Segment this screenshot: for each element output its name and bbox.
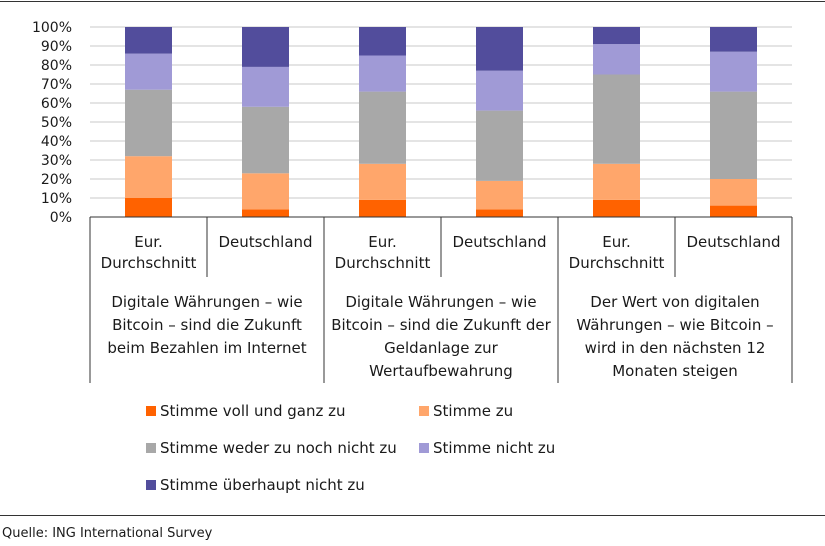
bar-segment [359,163,406,200]
bar-segment [125,156,172,198]
group-label: beim Bezahlen im Internet [107,339,306,357]
gridlines [90,26,792,218]
bar-segment [359,91,406,164]
category-label: Durchschnitt [101,254,197,272]
bar-segment [593,27,640,45]
group-label: Digitale Währungen – wie [111,293,302,311]
bar-segment [242,27,289,67]
bar-segment [359,27,406,56]
group-label: Der Wert von digitalen [590,293,759,311]
bar-segment [242,209,289,217]
legend-swatch [146,406,156,416]
bar-segment [125,53,172,90]
group-label: Währungen – wie Bitcoin – [576,316,773,334]
y-tick-label: 0% [50,210,72,226]
bar-segment [476,70,523,111]
legend-entry: Stimme zu [433,402,513,420]
bar-segment [710,51,757,92]
category-label: Durchschnitt [569,254,665,272]
bar-segment [593,74,640,164]
group-label: Bitcoin – sind die Zukunft der [331,316,551,334]
bar-segment [359,199,406,217]
bar-segment [359,55,406,92]
group-label: Bitcoin – sind die Zukunft [112,316,302,334]
bar-segment [125,89,172,157]
y-tick-label: 70% [41,77,72,93]
y-tick-label: 10% [41,191,72,207]
bar-segment [125,27,172,54]
y-tick-label: 20% [41,172,72,188]
bar-segment [125,198,172,217]
category-label: Eur. [368,233,397,251]
bar-segment [476,27,523,71]
legend-swatch [146,443,156,453]
y-tick-label: 30% [41,153,72,169]
group-label: Wertaufbewahrung [369,362,513,380]
bar-segment [242,106,289,174]
category-label: Durchschnitt [335,254,431,272]
legend-entry: Stimme weder zu noch nicht zu [160,439,397,457]
category-label: Deutschland [452,233,546,251]
bar-segment [593,163,640,200]
group-label: Monaten steigen [612,362,738,380]
labels: 0% 10% 20% 30% 40% 50% 60% 70% 80% 90% 100% Eur. Dur… [2,20,781,541]
group-label: Digitale Währungen – wie [345,293,536,311]
bar-segment [710,91,757,179]
legend-swatch [419,406,429,416]
legend: Stimme voll und ganz zu Stimme zu Stimme w… [146,402,555,494]
legend-swatch [419,443,429,453]
legend-entry: Stimme voll und ganz zu [160,402,346,420]
bar-segment [593,199,640,217]
bar-segment [476,180,523,210]
y-tick-label: 50% [41,115,72,131]
bars [125,27,757,217]
y-tick-label: 100% [32,20,72,36]
category-label: Deutschland [218,233,312,251]
bar-segment [242,173,289,210]
legend-swatch [146,480,156,490]
legend-entry: Stimme nicht zu [433,439,555,457]
y-tick-label: 60% [41,96,72,112]
bar-segment [710,205,757,217]
group-label: wird in den nächsten 12 [585,339,766,357]
bar-segment [593,44,640,75]
group-label: Geldanlage zur [384,339,498,357]
bar-segment [476,209,523,217]
bar-segment [710,179,757,206]
y-tick-label: 90% [41,39,72,55]
category-label: Eur. [602,233,631,251]
bar-segment [242,66,289,107]
category-label: Deutschland [686,233,780,251]
category-label: Eur. [134,233,163,251]
y-tick-label: 40% [41,134,72,150]
bar-segment [710,27,757,52]
legend-entry: Stimme überhaupt nicht zu [160,476,365,494]
source-note: Quelle: ING International Survey [2,526,213,541]
axes [0,1,825,516]
bar-segment [476,110,523,181]
y-tick-label: 80% [41,58,72,74]
